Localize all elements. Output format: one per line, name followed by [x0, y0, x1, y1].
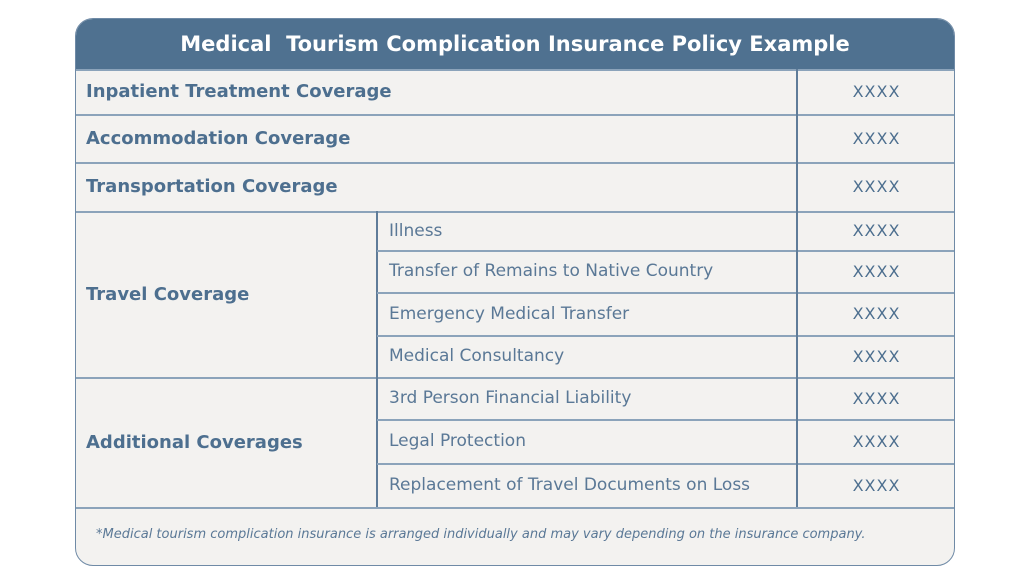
col-divider — [796, 114, 798, 162]
policy-card: Medical Tourism Complication Insurance P… — [75, 18, 955, 566]
row-divider — [377, 463, 954, 465]
row-label: Inpatient Treatment Coverage — [86, 81, 392, 102]
item-value: XXXX — [852, 431, 901, 451]
col-divider — [376, 211, 378, 377]
item-value: XXXX — [852, 388, 901, 408]
item-label: Legal Protection — [389, 431, 526, 451]
col-divider — [376, 377, 378, 507]
row-value: XXXX — [852, 177, 901, 196]
row-divider — [76, 69, 954, 71]
row-divider — [76, 162, 954, 164]
row-value: XXXX — [852, 82, 901, 101]
row-divider — [76, 211, 954, 213]
group-label: Additional Coverages — [86, 431, 303, 453]
col-divider — [796, 211, 798, 250]
row-divider — [76, 114, 954, 116]
col-divider — [796, 335, 798, 377]
row-label: Accommodation Coverage — [86, 127, 351, 149]
footnote: *Medical tourism complication insurance … — [96, 527, 866, 542]
row-divider — [76, 377, 954, 379]
item-label: 3rd Person Financial Liability — [389, 388, 632, 408]
item-value: XXXX — [852, 221, 901, 240]
row-divider — [377, 292, 954, 294]
item-label: Replacement of Travel Documents on Loss — [389, 475, 751, 495]
col-divider — [796, 419, 798, 463]
row-divider — [377, 250, 954, 252]
item-value: XXXX — [852, 475, 901, 495]
col-divider — [796, 250, 798, 292]
col-divider — [796, 292, 798, 335]
col-divider — [796, 69, 798, 114]
row-divider — [377, 335, 954, 337]
row-label: Transportation Coverage — [86, 176, 338, 197]
item-value: XXXX — [852, 304, 901, 323]
col-divider — [796, 463, 798, 507]
item-value: XXXX — [852, 261, 901, 281]
item-value: XXXX — [852, 346, 901, 366]
item-label: Transfer of Remains to Native Country — [389, 261, 714, 281]
col-divider — [796, 162, 798, 211]
row-divider — [377, 419, 954, 421]
group-label: Travel Coverage — [86, 283, 250, 305]
row-divider — [76, 507, 954, 509]
item-label: Medical Consultancy — [389, 346, 565, 366]
row-value: XXXX — [852, 128, 901, 148]
item-label: Illness — [389, 220, 443, 241]
item-label: Emergency Medical Transfer — [389, 303, 630, 324]
col-divider — [796, 377, 798, 419]
title: Medical Tourism Complication Insurance P… — [76, 19, 954, 69]
